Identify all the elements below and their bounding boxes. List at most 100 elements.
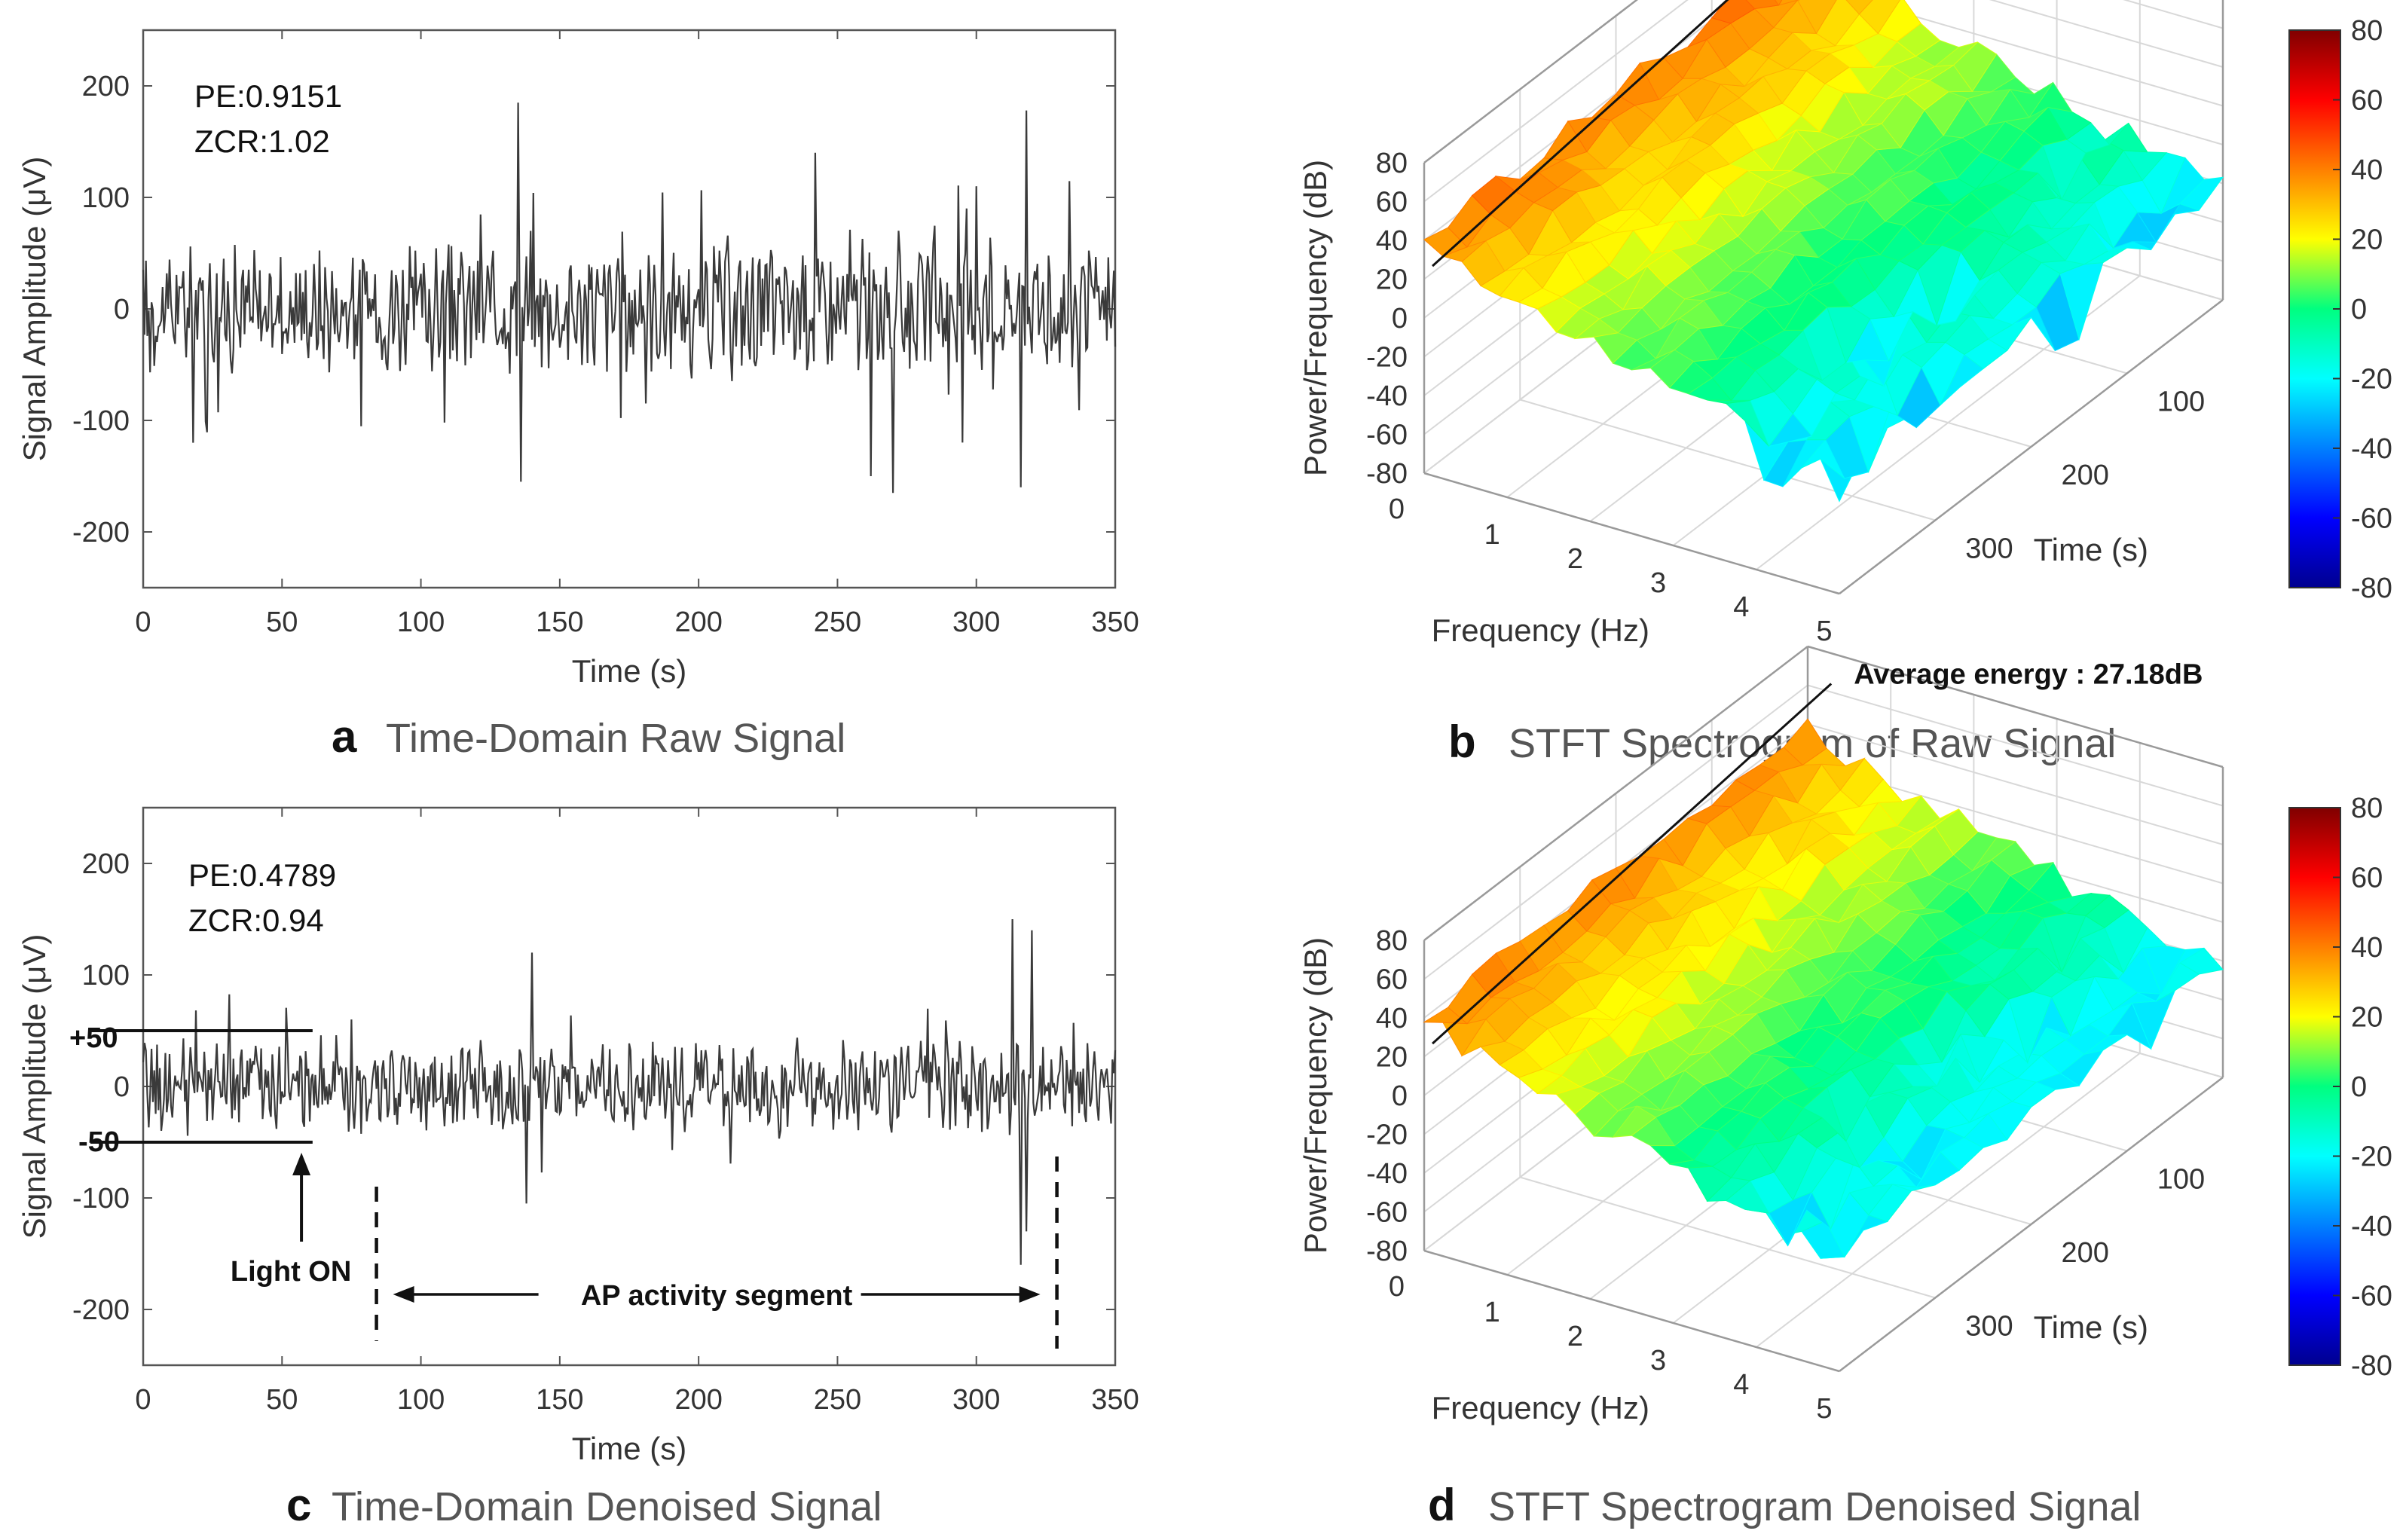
z-tick-label: 40: [1376, 225, 1408, 257]
frame-edge: [1807, 645, 2224, 768]
y-tick-label: 100: [82, 960, 130, 992]
freq-tick-label: 1: [1484, 1297, 1500, 1328]
x-tick-label: 150: [536, 1384, 583, 1416]
colorbar-tick-label: 40: [2351, 154, 2383, 186]
zcr-value-a: ZCR:1.02: [194, 124, 330, 159]
pe-value-c: PE:0.4789: [188, 857, 336, 893]
x-ticks-c: 0 50 100 150 200 250 300 350: [135, 808, 1139, 1416]
y-axis-label-c: Signal Amplitude (μV): [17, 934, 52, 1239]
panel-letter-b: b: [1448, 717, 1476, 767]
zcr-value-c: ZCR:0.94: [188, 903, 324, 938]
z-tick-label: -60: [1366, 420, 1408, 451]
colorbar-tick-label: -20: [2351, 1141, 2392, 1173]
freq-tick-label: 2: [1567, 543, 1583, 575]
y-tick-label: 200: [82, 71, 130, 102]
segment-arrowhead-right: [1019, 1286, 1041, 1303]
signal-line-a: [142, 102, 1117, 493]
z-axis-label: Power/Frequency (dB): [1298, 160, 1333, 476]
x-tick-label: 350: [1091, 1384, 1139, 1416]
caption-d: STFT Spectrogram Denoised Signal: [1488, 1484, 2141, 1529]
z-tick-label: 20: [1376, 264, 1408, 296]
x-tick-label: 300: [952, 1384, 1000, 1416]
colorbar-tick-label: 20: [2351, 225, 2383, 256]
z-tick-label: 20: [1376, 1042, 1408, 1074]
colorbar-tick-label: -40: [2351, 433, 2392, 465]
surface-cell: [1858, 0, 1901, 35]
y-axis-label: Time (s): [2034, 1309, 2148, 1345]
x-tick-label: 250: [814, 607, 861, 638]
colorbar: [2288, 807, 2341, 1366]
wall-gridline: [1807, 684, 2224, 807]
time-tick-label: 100: [2157, 1164, 2205, 1196]
x-tick-label: 0: [135, 607, 151, 638]
segment-arrowhead-left: [393, 1286, 414, 1303]
colorbar-tick-label: 60: [2351, 85, 2383, 117]
wall-gridline: [2123, 0, 2224, 29]
panel-d: Average energy : 27.18dB806040200-20-40-…: [1298, 645, 2392, 1425]
panel-b: Average energy : 29.57dB806040200-20-40-…: [1298, 0, 2392, 648]
colorbar-tick-label: 0: [2351, 1071, 2367, 1103]
floor-gridline: [1519, 1176, 1936, 1299]
panel-letter-d: d: [1428, 1480, 1456, 1530]
average-energy-line: [1432, 683, 1833, 1045]
freq-tick-label: 4: [1733, 591, 1749, 623]
z-tick-label: -60: [1366, 1197, 1408, 1229]
frame-edge: [1423, 0, 1638, 163]
panel-letter-a: a: [332, 711, 357, 762]
spectrogram-surface: [1423, 0, 2224, 503]
y-axis-label: Time (s): [2034, 532, 2148, 567]
x-axis-label: Frequency (Hz): [1432, 613, 1649, 648]
frame-edge: [1839, 1077, 2224, 1372]
panel-letter-c: c: [286, 1480, 311, 1530]
y-tick-label: -100: [72, 405, 130, 437]
freq-tick-label: 5: [1816, 1393, 1832, 1425]
colorbar-tick-label: 0: [2351, 294, 2367, 325]
x-tick-label: 100: [397, 607, 445, 638]
colorbar-tick-label: -20: [2351, 364, 2392, 396]
freq-tick-label: 3: [1650, 567, 1666, 599]
surface-cell: [1845, 0, 1873, 15]
z-tick-label: -40: [1366, 1158, 1408, 1190]
panel-a: -200 -100 0 100 200 0 50 100 150 200 250 300 350 PE…: [17, 29, 1139, 762]
surface-cell: [1796, 0, 1837, 35]
x-tick-label: 150: [536, 607, 583, 638]
colorbar-tick-label: -60: [2351, 503, 2392, 535]
z-tick-label: -80: [1366, 458, 1408, 490]
frame-edge: [1423, 472, 1840, 595]
wall-gridline: [1989, 0, 2224, 68]
colorbar-tick-label: -80: [2351, 1350, 2392, 1382]
z-tick-label: -20: [1366, 342, 1408, 374]
threshold-minus-label: -50: [78, 1126, 120, 1158]
threshold-plus-label: +50: [69, 1022, 118, 1054]
x-axis-label: Frequency (Hz): [1432, 1390, 1649, 1425]
signal-line-c: [142, 918, 1117, 1265]
colorbar-tick-label: 80: [2351, 15, 2383, 47]
average-energy-line: [1432, 0, 1729, 267]
y-tick-label: 100: [82, 182, 130, 214]
average-energy-label: Average energy : 27.18dB: [1854, 659, 2203, 691]
x-tick-label: 100: [397, 1384, 445, 1416]
surface-cell: [1783, 718, 1827, 766]
floor-gridline: [1519, 399, 1936, 521]
x-axis-label-c: Time (s): [572, 1431, 686, 1466]
frame-edge: [1423, 646, 1808, 941]
caption-c: Time-Domain Denoised Signal: [332, 1484, 882, 1529]
z-axis-label: Power/Frequency (dB): [1298, 937, 1333, 1254]
colorbar-tick-label: -80: [2351, 573, 2392, 604]
y-tick-label: -200: [72, 1294, 130, 1326]
y-ticks-a: -200 -100 0 100 200: [72, 71, 1115, 548]
y-tick-label: -100: [72, 1183, 130, 1215]
x-ticks-a: 0 50 100 150 200 250 300 350: [135, 30, 1139, 638]
x-tick-label: 0: [135, 1384, 151, 1416]
colorbar-tick-label: 80: [2351, 793, 2383, 824]
y-tick-label: 200: [82, 848, 130, 880]
y-ticks-c: -200 -100 0 100 200: [72, 848, 1115, 1326]
freq-tick-label: 2: [1567, 1321, 1583, 1352]
z-tick-label: 80: [1376, 925, 1408, 957]
light-on-arrowhead: [292, 1153, 311, 1175]
colorbar-tick-label: 20: [2351, 1002, 2383, 1034]
caption-a: Time-Domain Raw Signal: [386, 716, 845, 761]
wall-gridline: [1807, 723, 2224, 845]
x-tick-label: 250: [814, 1384, 861, 1416]
